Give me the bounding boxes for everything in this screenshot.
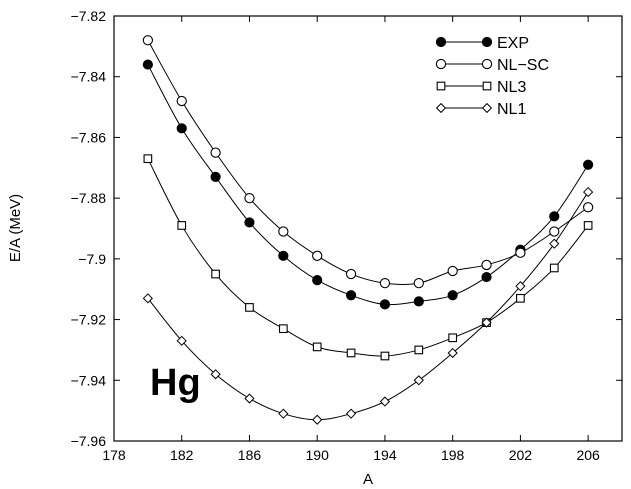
data-point bbox=[549, 263, 559, 273]
legend-item: NL1 bbox=[435, 101, 526, 118]
x-tick-label: 186 bbox=[238, 447, 262, 463]
axis-ticks: 178 182 186 190 194 198 202 206 −7.82 −7.84 −7.86 −… bbox=[71, 8, 622, 463]
data-point bbox=[176, 95, 187, 107]
legend-label: NL1 bbox=[497, 101, 526, 118]
x-tick-label: 182 bbox=[170, 447, 194, 463]
chart-annotation: Hg bbox=[150, 362, 201, 404]
data-point bbox=[447, 290, 458, 301]
data-point bbox=[379, 396, 391, 407]
y-tick-label: −7.82 bbox=[71, 8, 107, 24]
data-point bbox=[345, 268, 357, 280]
data-point bbox=[481, 102, 493, 114]
data-point bbox=[515, 281, 526, 292]
y-tick-label: −7.86 bbox=[71, 129, 107, 145]
plot-frame bbox=[113, 15, 623, 442]
x-tick-label: 190 bbox=[306, 447, 330, 463]
data-point bbox=[413, 375, 424, 386]
data-point bbox=[211, 269, 220, 279]
legend-item: EXP bbox=[435, 35, 529, 52]
data-point bbox=[481, 271, 492, 283]
y-tick-label: −7.84 bbox=[71, 69, 107, 85]
series-open-diamond bbox=[142, 186, 594, 425]
y-axis-label: E/A (MeV) bbox=[7, 194, 24, 262]
data-point bbox=[176, 123, 187, 134]
data-point bbox=[482, 81, 492, 91]
data-point bbox=[435, 36, 447, 48]
data-point bbox=[436, 81, 446, 91]
data-point bbox=[278, 250, 289, 261]
data-point bbox=[380, 351, 390, 361]
series-line bbox=[147, 191, 589, 421]
data-point bbox=[481, 259, 492, 271]
data-point bbox=[379, 277, 391, 289]
data-point bbox=[515, 247, 526, 258]
series-filled-circle bbox=[142, 59, 594, 310]
legend-label: NL3 bbox=[497, 79, 526, 96]
data-point bbox=[244, 393, 255, 404]
data-point bbox=[345, 290, 357, 301]
data-point bbox=[583, 159, 594, 170]
data-point bbox=[583, 221, 593, 230]
data-point bbox=[549, 211, 560, 222]
data-point bbox=[210, 171, 221, 182]
legend-item: NL3 bbox=[436, 79, 526, 96]
x-tick-label: 202 bbox=[509, 447, 533, 463]
data-point bbox=[142, 59, 153, 70]
data-point bbox=[549, 238, 560, 249]
data-point bbox=[312, 275, 323, 286]
data-point bbox=[448, 333, 458, 343]
data-point bbox=[516, 293, 525, 303]
data-point bbox=[346, 348, 356, 358]
y-tick-label: −7.88 bbox=[71, 190, 107, 206]
series-open-square bbox=[143, 154, 593, 361]
data-point bbox=[481, 317, 492, 328]
data-point bbox=[142, 293, 153, 304]
legend-label: EXP bbox=[497, 35, 529, 52]
data-point bbox=[244, 217, 255, 228]
data-point bbox=[413, 277, 424, 289]
data-point bbox=[379, 299, 391, 310]
data-point bbox=[312, 250, 323, 261]
legend: EXP NL−SC NL3 NL1 bbox=[435, 35, 549, 118]
data-point bbox=[176, 335, 187, 346]
data-point bbox=[583, 186, 594, 198]
data-point bbox=[177, 221, 187, 230]
data-point bbox=[278, 226, 289, 237]
legend-item: NL−SC bbox=[435, 57, 549, 74]
series-layer bbox=[142, 35, 594, 425]
data-point bbox=[312, 342, 322, 352]
data-point bbox=[278, 408, 289, 419]
data-point bbox=[447, 347, 458, 359]
data-point bbox=[481, 36, 493, 48]
data-point bbox=[345, 408, 357, 419]
data-point bbox=[481, 58, 493, 70]
data-point bbox=[245, 303, 254, 312]
y-tick-label: −7.94 bbox=[71, 372, 107, 388]
series-open-circle bbox=[142, 35, 594, 289]
x-tick-label: 198 bbox=[441, 447, 465, 463]
data-point bbox=[414, 345, 424, 355]
data-point bbox=[413, 296, 424, 307]
data-point bbox=[143, 154, 153, 164]
data-point bbox=[447, 265, 458, 277]
data-point bbox=[435, 102, 447, 114]
x-tick-label: 206 bbox=[576, 447, 600, 463]
data-point bbox=[435, 58, 447, 70]
data-point bbox=[312, 414, 323, 425]
y-tick-label: −7.9 bbox=[78, 251, 106, 267]
data-point bbox=[210, 147, 221, 158]
data-point bbox=[278, 324, 288, 334]
data-point bbox=[582, 202, 594, 213]
data-point bbox=[210, 369, 221, 380]
x-tick-label: 194 bbox=[373, 447, 397, 463]
data-point bbox=[244, 192, 255, 204]
y-tick-label: −7.92 bbox=[71, 312, 107, 328]
x-tick-label: 178 bbox=[102, 447, 126, 463]
y-tick-label: −7.96 bbox=[71, 433, 107, 449]
data-point bbox=[549, 226, 560, 237]
x-axis-label: A bbox=[363, 471, 373, 488]
data-point bbox=[142, 35, 154, 46]
legend-label: NL−SC bbox=[497, 57, 549, 74]
